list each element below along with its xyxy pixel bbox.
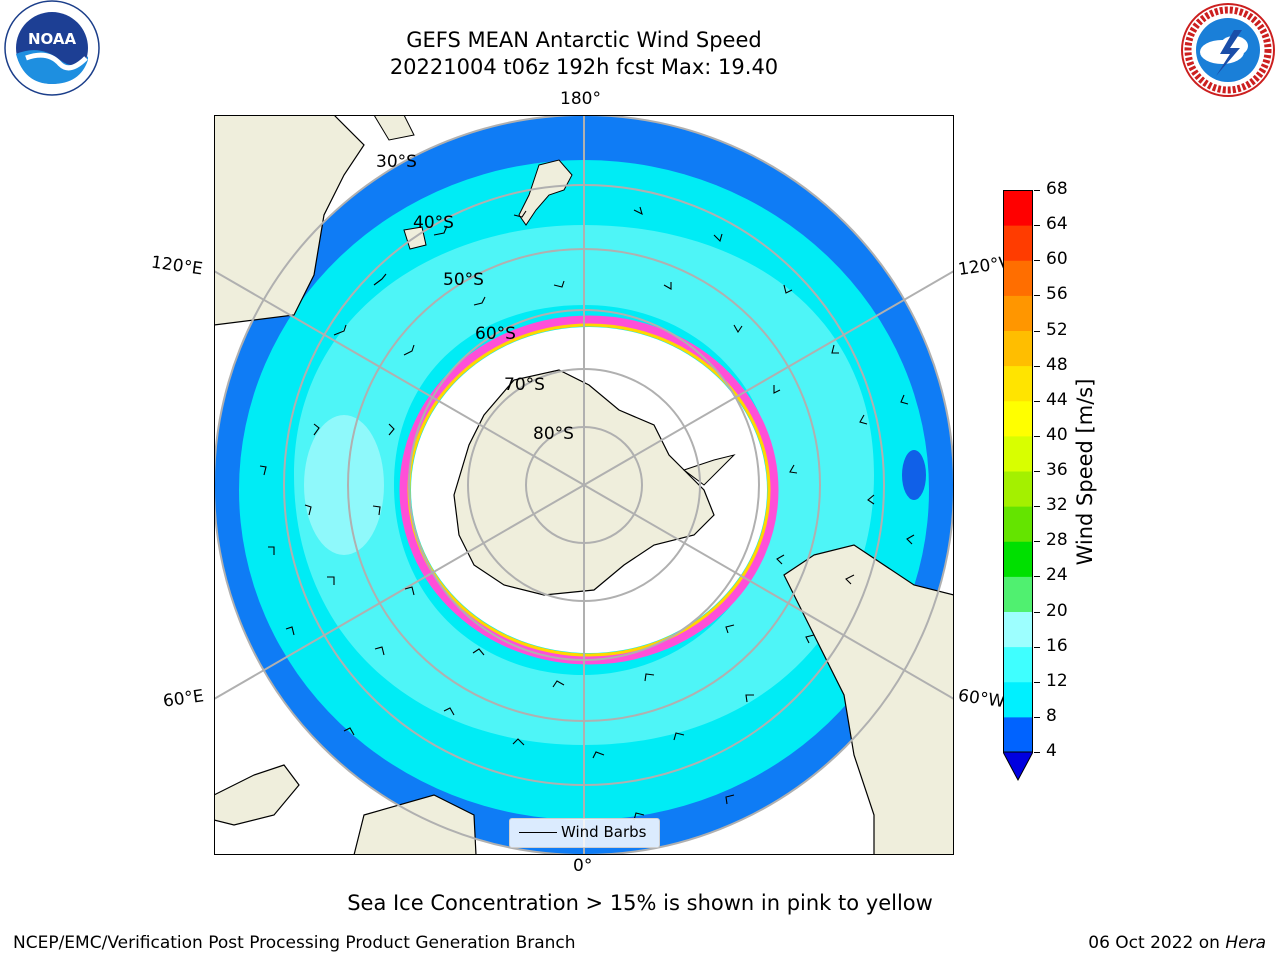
- colorbar-tick-label: 52: [1046, 319, 1068, 340]
- colorbar-tick-label: 8: [1046, 705, 1057, 726]
- colorbar-label: Wind Speed [m/s]: [1073, 378, 1097, 566]
- colorbar-segment: [1003, 646, 1033, 683]
- lat-label-60s: 60°S: [475, 324, 516, 344]
- colorbar-tick-label: 40: [1046, 424, 1068, 445]
- lat-label-80s: 80°S: [533, 424, 574, 444]
- sea-ice-note: Sea Ice Concentration > 15% is shown in …: [347, 891, 933, 915]
- colorbar-tick-mark: [1034, 471, 1040, 472]
- colorbar-tick-mark: [1034, 400, 1040, 402]
- colorbar-segment: [1003, 330, 1033, 367]
- lat-label-50s: 50°S: [443, 270, 484, 290]
- colorbar-tick-label: 28: [1046, 530, 1068, 551]
- colorbar-segment: [1003, 576, 1033, 612]
- nws-logo: [1176, 0, 1280, 104]
- lon-label-top: 180°: [560, 89, 601, 109]
- colorbar-tick-mark: [1034, 190, 1040, 191]
- colorbar-frame: [1003, 190, 1033, 753]
- colorbar-tick-mark: [1034, 295, 1040, 297]
- footer-left: NCEP/EMC/Verification Post Processing Pr…: [13, 933, 576, 953]
- lon-label-lower-right: 60°W: [956, 685, 1007, 713]
- colorbar-segment: [1003, 435, 1033, 472]
- lat-label-40s: 40°S: [413, 213, 454, 233]
- lon-label-upper-left: 120°E: [149, 252, 204, 280]
- antarctic-map: [213, 114, 955, 856]
- colorbar-tick-mark: [1034, 225, 1040, 227]
- colorbar-tick-label: 44: [1046, 389, 1068, 410]
- colorbar: [1002, 190, 1034, 782]
- chart-title-line1: GEFS MEAN Antarctic Wind Speed: [406, 28, 762, 52]
- colorbar-tick-label: 24: [1046, 565, 1068, 586]
- colorbar-tick-label: 36: [1046, 460, 1068, 480]
- colorbar-tick-mark: [1034, 681, 1040, 683]
- colorbar-segment: [1003, 365, 1033, 402]
- colorbar-tick-label: 68: [1046, 179, 1068, 199]
- colorbar-tick-label: 12: [1046, 670, 1068, 691]
- chart-title-line2: 20221004 t06z 192h fcst Max: 19.40: [389, 55, 779, 79]
- colorbar-segment: [1003, 190, 1033, 226]
- footer-host: Hera: [1225, 933, 1266, 953]
- colorbar-tick-mark: [1034, 506, 1040, 508]
- footer-right: 06 Oct 2022 on Hera: [1088, 933, 1266, 953]
- colorbar-segment: [1003, 716, 1033, 753]
- wind-barb-legend-label: Wind Barbs: [561, 823, 647, 841]
- footer-date: 06 Oct 2022 on: [1088, 933, 1226, 953]
- map-legend: Wind Barbs: [509, 818, 660, 848]
- colorbar-tick-mark: [1034, 716, 1040, 718]
- colorbar-ticks: 4 8 12 16 20 24 28 32 36 40 44 48 52 56 60 64 68: [1034, 0, 1084, 960]
- colorbar-tick-mark: [1034, 541, 1040, 543]
- lat-label-30s: 30°S: [376, 152, 417, 172]
- colorbar-tick-label: 60: [1046, 249, 1068, 270]
- colorbar-tick-mark: [1034, 330, 1040, 332]
- colorbar-segment: [1003, 611, 1033, 648]
- noaa-logo: NOAA: [0, 0, 104, 104]
- colorbar-segment: [1003, 506, 1033, 542]
- lon-label-bottom: 0°: [573, 856, 593, 876]
- colorbar-tick-mark: [1034, 365, 1040, 367]
- colorbar-segment: [1003, 681, 1033, 718]
- colorbar-under-triangle: [1002, 751, 1034, 782]
- lon-label-lower-left: 60°E: [161, 686, 206, 712]
- lat-label-70s: 70°S: [504, 375, 545, 395]
- colorbar-tick-label: 56: [1046, 284, 1068, 305]
- colorbar-segment: [1003, 400, 1033, 437]
- colorbar-tick-label: 48: [1046, 354, 1068, 375]
- colorbar-tick-mark: [1034, 646, 1040, 648]
- colorbar-tick-label: 20: [1046, 600, 1068, 621]
- colorbar-tick-mark: [1034, 576, 1040, 578]
- wind-barb-legend-line: [519, 832, 557, 833]
- colorbar-tick-label: 4: [1046, 741, 1057, 761]
- colorbar-tick-label: 16: [1046, 635, 1068, 656]
- colorbar-segment: [1003, 295, 1033, 331]
- colorbar-segment: [1003, 225, 1033, 261]
- colorbar-tick-mark: [1034, 752, 1040, 753]
- colorbar-tick-mark: [1034, 435, 1040, 437]
- colorbar-tick-label: 64: [1046, 214, 1068, 235]
- colorbar-tick-label: 32: [1046, 495, 1068, 516]
- colorbar-segment: [1003, 260, 1033, 296]
- colorbar-segment: [1003, 471, 1033, 507]
- colorbar-tick-mark: [1034, 260, 1040, 262]
- colorbar-tick-mark: [1034, 611, 1040, 613]
- colorbar-segment: [1003, 541, 1033, 577]
- noaa-logo-text: NOAA: [28, 30, 77, 48]
